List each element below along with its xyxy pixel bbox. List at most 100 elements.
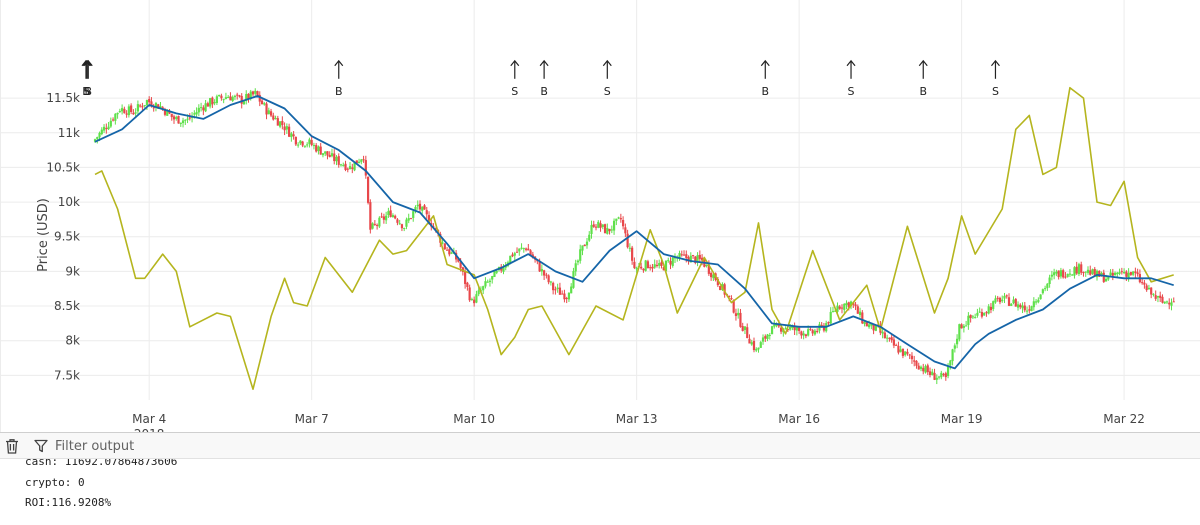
candle-body xyxy=(937,376,941,378)
candle-body xyxy=(946,366,950,377)
candle-body xyxy=(1134,271,1137,273)
candle-body xyxy=(378,217,381,227)
candle-body xyxy=(1098,271,1101,277)
candle-body xyxy=(1057,270,1060,278)
candle-body xyxy=(1168,302,1171,305)
candle-body xyxy=(495,270,498,273)
candle-body xyxy=(680,254,683,256)
candle-body xyxy=(784,328,787,330)
candle-body xyxy=(603,224,607,234)
y-tick-label: 11k xyxy=(58,126,80,140)
candle-body xyxy=(543,270,546,276)
candle-body xyxy=(186,118,189,120)
candle-body xyxy=(1041,289,1044,294)
candle-body xyxy=(204,103,207,112)
candle-body xyxy=(229,96,232,101)
candle-body xyxy=(427,215,431,224)
candle-body xyxy=(251,91,255,95)
candle-body xyxy=(315,145,318,152)
candle-body xyxy=(622,220,625,227)
candle-body xyxy=(750,342,753,345)
filter-output-button[interactable]: Filter output xyxy=(33,437,134,455)
candle-body xyxy=(328,154,331,158)
candle-body xyxy=(371,223,374,229)
candle-body xyxy=(1023,305,1026,311)
candle-body xyxy=(346,168,349,170)
candle-body xyxy=(136,104,140,112)
trade-marker-arrowhead xyxy=(846,59,856,67)
candle-body xyxy=(102,126,106,131)
candle-body xyxy=(1082,272,1085,274)
candle-body xyxy=(125,113,128,115)
candle-body xyxy=(130,105,133,112)
candle-body xyxy=(321,153,325,156)
output-panel: cash: 11692.07864873606 crypto: 0 ROI:11… xyxy=(0,459,1200,525)
candle-body xyxy=(303,145,307,147)
candle-body xyxy=(746,327,749,339)
candle-body xyxy=(910,355,914,360)
candle-body xyxy=(590,225,593,235)
candle-body xyxy=(734,313,738,316)
candle-body xyxy=(549,281,552,283)
trash-icon[interactable] xyxy=(3,437,21,455)
candle-body xyxy=(283,126,286,131)
candle-body xyxy=(554,289,557,291)
candle-body xyxy=(143,105,146,107)
candle-body xyxy=(872,323,875,331)
candle-body xyxy=(263,103,266,105)
candle-body xyxy=(777,324,780,327)
candle-body xyxy=(312,145,316,147)
candle-body xyxy=(473,299,476,304)
candle-body xyxy=(297,144,300,146)
candle-body xyxy=(211,97,214,105)
candle-body xyxy=(1159,295,1162,298)
candle-body xyxy=(166,109,169,116)
candle-body xyxy=(694,256,697,263)
candle-body xyxy=(608,228,611,232)
candle-body xyxy=(822,325,826,331)
candle-body xyxy=(755,348,758,351)
candle-body xyxy=(163,108,167,115)
x-tick-label: Mar 13 xyxy=(616,412,658,426)
candle-body xyxy=(994,298,997,303)
candle-body xyxy=(134,112,137,114)
y-tick-label: 10k xyxy=(58,195,80,209)
trade-marker-label: B xyxy=(540,85,548,98)
candle-body xyxy=(118,111,121,113)
candle-body xyxy=(775,324,778,326)
candle-body xyxy=(599,223,602,228)
candle-body xyxy=(513,253,516,256)
candle-body xyxy=(468,287,471,301)
funnel-icon xyxy=(34,439,48,453)
candle-body xyxy=(445,249,449,251)
candle-body xyxy=(989,306,993,311)
candle-body xyxy=(581,245,584,251)
candle-body xyxy=(854,304,857,307)
candle-body xyxy=(583,244,586,247)
candle-body xyxy=(615,218,618,221)
candle-body xyxy=(572,271,575,288)
output-toolbar: Filter output xyxy=(0,432,1200,459)
candle-body xyxy=(380,216,383,218)
candle-body xyxy=(883,332,886,339)
candle-body xyxy=(98,132,101,138)
candle-body xyxy=(926,365,929,373)
candle-body xyxy=(635,267,638,270)
candle-body xyxy=(159,106,162,108)
candle-body xyxy=(1084,271,1087,273)
candle-body xyxy=(1034,301,1038,303)
candle-body xyxy=(172,116,176,120)
candle-body xyxy=(631,247,634,261)
candle-body xyxy=(348,166,352,170)
candle-body xyxy=(987,306,990,314)
y-tick-label: 8k xyxy=(65,334,80,348)
candle-body xyxy=(1093,268,1096,276)
candle-body xyxy=(400,224,404,229)
candle-body xyxy=(267,110,270,115)
candle-body xyxy=(955,338,959,345)
candle-body xyxy=(139,105,142,107)
candle-body xyxy=(913,360,916,362)
candle-body xyxy=(1028,309,1031,311)
candle-body xyxy=(829,311,832,324)
candle-body xyxy=(1104,278,1108,282)
